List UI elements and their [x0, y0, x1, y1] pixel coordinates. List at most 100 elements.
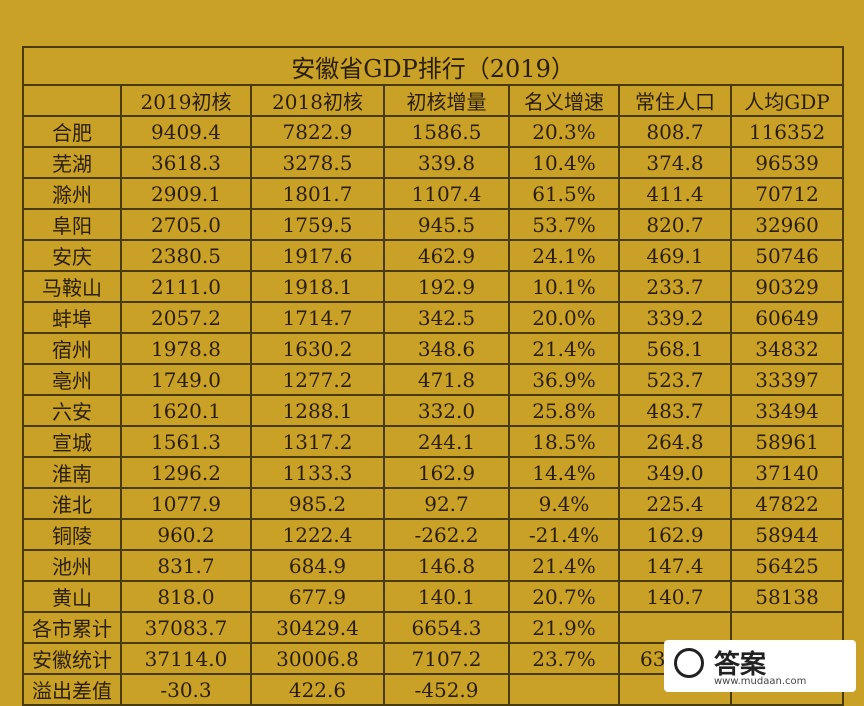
cell: 264.8: [618, 425, 732, 458]
table-row: 亳州 1749.0 1277.2 471.8 36.9% 523.7 33397: [22, 363, 845, 396]
cell: 14.4%: [508, 456, 620, 489]
cell: -21.4%: [508, 518, 620, 551]
cell: 3618.3: [120, 146, 252, 179]
cell: 162.9: [618, 518, 732, 551]
cell: 523.7: [618, 363, 732, 396]
cell: 9409.4: [120, 115, 252, 148]
table-title: 安徽省GDP排行（2019）: [21, 46, 845, 86]
table-row: 宣城 1561.3 1317.2 244.1 18.5% 264.8 58961: [22, 425, 845, 458]
watermark-icon: [674, 648, 704, 678]
cell: 37083.7: [120, 611, 252, 644]
cell: 677.9: [250, 580, 385, 613]
cell: 2909.1: [120, 177, 252, 210]
cell: 1917.6: [250, 239, 385, 272]
cell: 61.5%: [508, 177, 620, 210]
cell: 3278.5: [250, 146, 385, 179]
column-header: 人均GDP: [729, 84, 845, 117]
cell: 32960: [729, 208, 845, 241]
table-row: 淮南 1296.2 1133.3 162.9 14.4% 349.0 37140: [22, 456, 845, 489]
watermark-brand: 答案: [714, 650, 767, 680]
cell: 20.7%: [508, 580, 620, 613]
table-row: 蚌埠 2057.2 1714.7 342.5 20.0% 339.2 60649: [22, 301, 845, 334]
row-label: 池州: [22, 549, 122, 582]
cell: 2380.5: [120, 239, 252, 272]
header-row: 2019初核 2018初核 初核增量 名义增速 常住人口 人均GDP: [22, 84, 845, 117]
table-row: 宿州 1978.8 1630.2 348.6 21.4% 568.1 34832: [22, 332, 845, 365]
cell: 339.2: [618, 301, 732, 334]
cell: 1317.2: [250, 425, 385, 458]
cell: 9.4%: [508, 487, 620, 520]
cell: 945.5: [383, 208, 510, 241]
cell: 56425: [729, 549, 845, 582]
table-row: 滁州 2909.1 1801.7 1107.4 61.5% 411.4 70712: [22, 177, 845, 210]
table-row: 阜阳 2705.0 1759.5 945.5 53.7% 820.7 32960: [22, 208, 845, 241]
cell: 53.7%: [508, 208, 620, 241]
cell: 422.6: [250, 673, 385, 706]
cell: 1077.9: [120, 487, 252, 520]
row-label: 安庆: [22, 239, 122, 272]
row-label: 阜阳: [22, 208, 122, 241]
cell: 471.8: [383, 363, 510, 396]
cell: 374.8: [618, 146, 732, 179]
watermark-url: www.mudaan.com: [714, 676, 807, 687]
cell: 1978.8: [120, 332, 252, 365]
cell: 24.1%: [508, 239, 620, 272]
cell: 1714.7: [250, 301, 385, 334]
cell: 985.2: [250, 487, 385, 520]
gdp-table: 安徽省GDP排行（2019） 2019初核 2018初核 初核增量 名义增速 常住人口人…: [21, 46, 845, 706]
cell: 47822: [729, 487, 845, 520]
cell: 6654.3: [383, 611, 510, 644]
row-label: 溢出差值: [22, 673, 122, 706]
cell: 808.7: [618, 115, 732, 148]
empty-cell: [729, 611, 845, 644]
cell: 18.5%: [508, 425, 620, 458]
cell: 1288.1: [250, 394, 385, 427]
cell: 162.9: [383, 456, 510, 489]
cell: 2111.0: [120, 270, 252, 303]
cell: 30429.4: [250, 611, 385, 644]
cell: 332.0: [383, 394, 510, 427]
cell: -452.9: [383, 673, 510, 706]
cell: 37114.0: [120, 642, 252, 675]
cell: 2057.2: [120, 301, 252, 334]
cell: 58961: [729, 425, 845, 458]
row-label: 黄山: [22, 580, 122, 613]
row-label: 宣城: [22, 425, 122, 458]
cell: 92.7: [383, 487, 510, 520]
cell: 483.7: [618, 394, 732, 427]
cell: 348.6: [383, 332, 510, 365]
cell: 1133.3: [250, 456, 385, 489]
cell: 1759.5: [250, 208, 385, 241]
cell: 831.7: [120, 549, 252, 582]
cell: 339.8: [383, 146, 510, 179]
row-label: 各市累计: [22, 611, 122, 644]
cell: 21.9%: [508, 611, 620, 644]
empty-cell: [618, 611, 732, 644]
cell: 462.9: [383, 239, 510, 272]
cell: 469.1: [618, 239, 732, 272]
cell: 10.4%: [508, 146, 620, 179]
cell: 21.4%: [508, 332, 620, 365]
table-row: 铜陵 960.2 1222.4 -262.2 -21.4% 162.9 58944: [22, 518, 845, 551]
column-header: 常住人口: [618, 84, 732, 117]
row-label: 芜湖: [22, 146, 122, 179]
cell: 411.4: [618, 177, 732, 210]
empty-cell: [508, 673, 620, 706]
cell: 147.4: [618, 549, 732, 582]
cell: 50746: [729, 239, 845, 272]
cell: 70712: [729, 177, 845, 210]
cell: -262.2: [383, 518, 510, 551]
row-label: 合肥: [22, 115, 122, 148]
cell: 140.1: [383, 580, 510, 613]
cell: 1561.3: [120, 425, 252, 458]
cell: 58944: [729, 518, 845, 551]
row-label: 马鞍山: [22, 270, 122, 303]
cell: 818.0: [120, 580, 252, 613]
table-row: 安庆 2380.5 1917.6 462.9 24.1% 469.1 50746: [22, 239, 845, 272]
cell: 25.8%: [508, 394, 620, 427]
cell: 684.9: [250, 549, 385, 582]
table-row: 芜湖 3618.3 3278.5 339.8 10.4% 374.8 96539: [22, 146, 845, 179]
table-row: 马鞍山 2111.0 1918.1 192.9 10.1% 233.7 90329: [22, 270, 845, 303]
row-label: 滁州: [22, 177, 122, 210]
column-header: 名义增速: [508, 84, 620, 117]
